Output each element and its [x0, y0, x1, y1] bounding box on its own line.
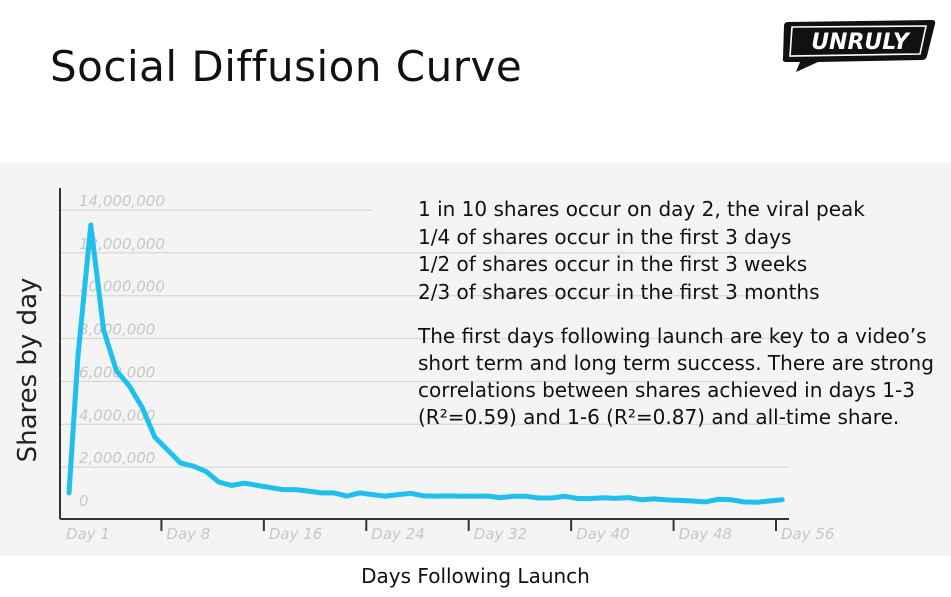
y-tick-label: 2,000,000: [79, 449, 155, 467]
y-axis-label: Shares by day: [13, 277, 43, 463]
y-tick-label: 10,000,000: [79, 278, 165, 296]
x-tick-label: Day 32: [474, 525, 527, 543]
slide-title: Social Diffusion Curve: [50, 42, 523, 91]
stat-line: 1/2 of shares occur in the first 3 weeks: [418, 252, 808, 276]
y-tick-label: 14,000,000: [79, 192, 165, 210]
x-tick-label: Day 24: [371, 525, 424, 543]
x-tick-labels: Day 1 Day 8 Day 16 Day 24 Day 32 Day 40 Day 48…: [66, 525, 834, 543]
y-tick-label: 12,000,000: [79, 235, 165, 253]
x-tick-label: Day 56: [781, 525, 834, 543]
y-tick-label: 0: [79, 492, 89, 510]
stat-line: 2/3 of shares occur in the first 3 month…: [418, 279, 820, 304]
shares-series-line: [66, 222, 785, 505]
y-tick-labels: 02,000,0004,000,0006,000,0008,000,00010,…: [79, 192, 165, 510]
logo-speech-bubble: [782, 20, 936, 72]
chart-background: [0, 163, 951, 556]
logo-text: UNRULY: [811, 30, 911, 55]
y-tick-label: 4,000,000: [79, 406, 155, 424]
x-tick-label: Day 8: [166, 525, 210, 543]
x-ticks: [160, 519, 777, 531]
unruly-logo: UNRULY: [782, 20, 936, 72]
stat-line: 1/4 of shares occur in the first 3 days: [418, 224, 792, 249]
insight-callout: 1 in 10 shares occur on day 2, the viral…: [418, 196, 948, 431]
x-tick-label: Day 16: [269, 525, 322, 543]
x-axis-label: Days Following Launch: [361, 564, 590, 588]
x-tick-label: Day 40: [576, 525, 629, 543]
axes: [59, 188, 789, 520]
stat-line: 1 in 10 shares occur on day 2, the viral…: [418, 197, 865, 221]
y-tick-label: 8,000,000: [79, 321, 155, 339]
x-tick-label: Day 1: [66, 525, 110, 543]
x-tick-label: Day 48: [679, 525, 732, 543]
insight-paragraph: The first days following launch are key …: [418, 324, 934, 429]
grid-lines: [60, 209, 789, 468]
